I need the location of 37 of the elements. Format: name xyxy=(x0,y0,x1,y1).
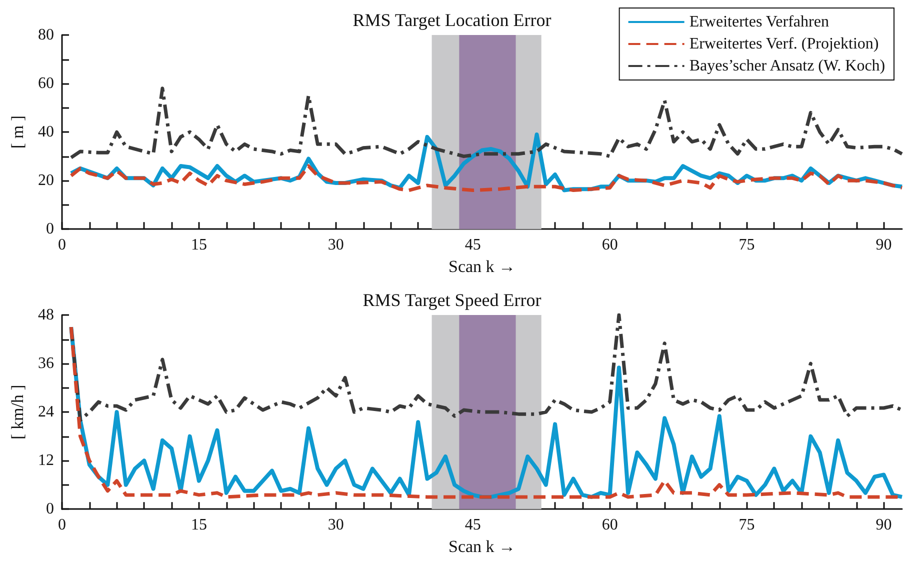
legend-label: Bayes’scher Ansatz (W. Koch) xyxy=(689,58,886,74)
legend-label: Erweitertes Verfahren xyxy=(689,14,829,30)
line-series xyxy=(69,164,904,192)
x-axis-title: Scan k → xyxy=(448,537,516,556)
y-axis-title: [ km/h ] xyxy=(8,384,27,440)
x-axis-title: Scan k → xyxy=(448,257,516,276)
x-tick-label: 45 xyxy=(464,236,481,254)
x-tick-label: 30 xyxy=(328,236,344,254)
x-tick-label: 90 xyxy=(876,236,892,254)
y-axis-title: [ m ] xyxy=(8,116,27,149)
y-tick-label: 0 xyxy=(46,220,54,238)
x-tick-label: 90 xyxy=(876,516,892,534)
chart-title: RMS Target Location Error xyxy=(352,10,552,30)
line-series xyxy=(69,325,904,499)
y-tick-label: 40 xyxy=(38,124,54,141)
x-tick-label: 45 xyxy=(464,516,481,534)
x-tick-label: 60 xyxy=(602,516,618,534)
legend-label: Erweitertes Verf. (Projektion) xyxy=(689,36,879,52)
x-tick-label: 0 xyxy=(58,516,66,534)
chart-title: RMS Target Speed Error xyxy=(362,290,542,310)
y-tick-label: 12 xyxy=(38,452,54,470)
line-series xyxy=(69,86,904,160)
y-tick-label: 60 xyxy=(38,75,54,92)
x-tick-label: 15 xyxy=(190,516,207,534)
y-tick-label: 36 xyxy=(38,355,54,372)
y-tick-label: 20 xyxy=(38,172,54,190)
y-tick-label: 24 xyxy=(38,404,54,421)
line-series xyxy=(69,313,904,422)
x-tick-label: 30 xyxy=(328,516,344,534)
y-tick-label: 80 xyxy=(38,26,54,44)
x-tick-label: 75 xyxy=(738,236,755,254)
x-tick-label: 60 xyxy=(602,236,618,254)
x-tick-label: 0 xyxy=(58,236,66,254)
y-tick-label: 0 xyxy=(46,500,54,518)
y-tick-label: 48 xyxy=(38,306,54,324)
x-tick-label: 75 xyxy=(738,516,755,534)
x-tick-label: 15 xyxy=(190,236,207,254)
